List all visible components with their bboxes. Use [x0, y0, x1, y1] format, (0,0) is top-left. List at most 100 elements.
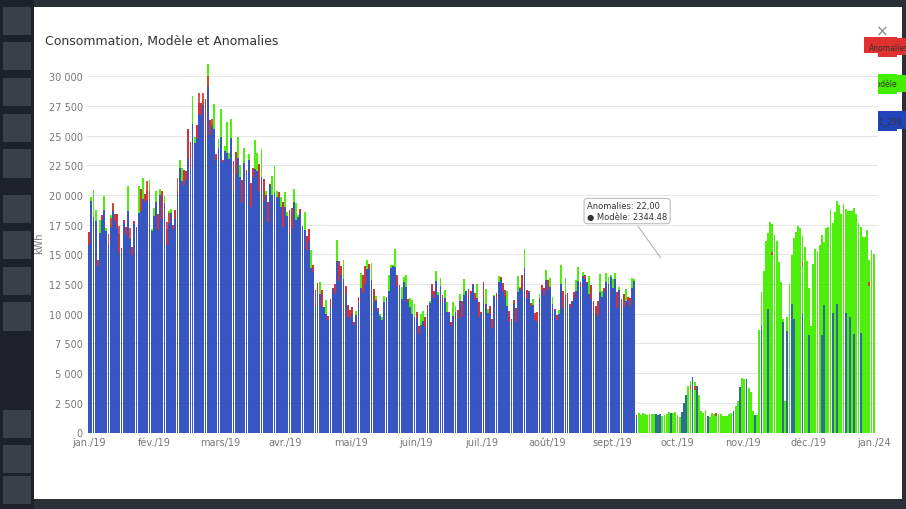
Bar [313, 266, 314, 273]
Bar [761, 326, 763, 433]
Bar [461, 301, 463, 317]
Bar [88, 233, 90, 246]
Bar [371, 281, 372, 433]
Bar [207, 77, 208, 87]
Bar [178, 168, 180, 433]
Bar [614, 279, 616, 433]
Bar [866, 230, 868, 433]
Bar [349, 311, 351, 433]
Bar [112, 204, 114, 212]
Bar [194, 138, 196, 144]
Bar [377, 308, 379, 433]
Bar [536, 313, 538, 322]
Bar [207, 87, 208, 433]
Bar [651, 414, 652, 433]
Bar [144, 194, 146, 203]
Bar [830, 209, 832, 433]
Bar [255, 140, 256, 170]
Bar [388, 292, 390, 433]
Bar [463, 295, 465, 433]
Bar [895, 39, 906, 56]
Bar [843, 205, 844, 433]
Bar [338, 262, 340, 281]
Bar [435, 281, 437, 433]
Bar [513, 301, 515, 433]
Bar [530, 303, 532, 433]
Bar [497, 282, 499, 433]
Bar [302, 227, 304, 433]
Bar [192, 97, 194, 125]
Bar [327, 317, 329, 321]
Bar [461, 301, 463, 433]
Bar [591, 286, 593, 433]
Bar [535, 313, 536, 321]
Bar [304, 212, 305, 231]
Bar [767, 233, 769, 433]
Bar [383, 296, 385, 302]
Bar [583, 276, 586, 433]
Bar [713, 414, 715, 433]
Bar [314, 291, 316, 306]
Bar [372, 289, 374, 433]
Bar [525, 290, 527, 433]
Bar [631, 288, 633, 433]
Bar [767, 309, 769, 433]
Bar [477, 285, 478, 299]
Bar [813, 264, 814, 433]
Bar [352, 307, 353, 314]
Bar [192, 125, 194, 433]
Bar [515, 308, 516, 433]
Bar [494, 295, 496, 296]
Bar [289, 211, 291, 234]
Bar [95, 221, 97, 433]
Bar [317, 283, 319, 292]
Bar [580, 282, 582, 288]
Bar [685, 395, 687, 433]
Bar [552, 304, 554, 433]
Bar [573, 293, 575, 433]
Bar [269, 184, 271, 185]
Bar [602, 298, 603, 433]
Bar [226, 123, 228, 154]
Bar [431, 284, 433, 433]
Bar [439, 287, 441, 433]
Bar [726, 416, 728, 433]
Bar [372, 289, 374, 302]
Bar [491, 320, 493, 433]
Bar [386, 297, 388, 298]
Bar [782, 322, 784, 433]
Bar [263, 180, 265, 202]
Bar [282, 202, 284, 228]
Bar [802, 263, 804, 266]
Bar [224, 147, 226, 152]
Bar [582, 276, 583, 433]
Bar [205, 100, 207, 433]
Bar [125, 228, 127, 236]
Bar [511, 320, 513, 433]
Bar [325, 315, 327, 433]
Bar [275, 197, 277, 433]
Bar [569, 305, 571, 307]
Bar [230, 139, 232, 433]
Bar [219, 138, 221, 433]
Bar [708, 417, 710, 433]
Bar [175, 210, 177, 433]
Bar [577, 282, 579, 433]
Bar [308, 229, 310, 242]
Bar [209, 121, 211, 433]
Bar [459, 301, 461, 433]
Bar [424, 317, 426, 327]
Bar [353, 322, 355, 433]
Bar [610, 275, 612, 278]
Bar [508, 311, 510, 322]
Bar [860, 228, 862, 433]
Bar [502, 283, 504, 433]
Bar [661, 416, 663, 433]
Bar [177, 179, 178, 191]
Bar [247, 155, 249, 161]
Bar [149, 204, 150, 433]
Bar [685, 395, 687, 433]
Bar [252, 168, 254, 178]
Bar [149, 192, 150, 204]
Bar [394, 268, 396, 433]
